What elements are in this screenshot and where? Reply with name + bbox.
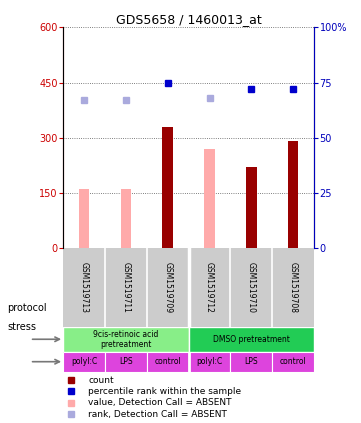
Bar xyxy=(188,352,230,371)
Bar xyxy=(272,352,314,371)
Text: LPS: LPS xyxy=(244,357,258,366)
Text: control: control xyxy=(280,357,306,366)
Text: protocol: protocol xyxy=(7,303,47,313)
Bar xyxy=(121,189,131,248)
Text: polyI:C: polyI:C xyxy=(71,357,97,366)
Bar xyxy=(63,327,188,352)
Text: GSM1519710: GSM1519710 xyxy=(247,262,256,313)
Text: percentile rank within the sample: percentile rank within the sample xyxy=(88,387,242,396)
Text: value, Detection Call = ABSENT: value, Detection Call = ABSENT xyxy=(88,398,232,407)
Text: LPS: LPS xyxy=(119,357,133,366)
Bar xyxy=(230,352,272,371)
Text: stress: stress xyxy=(7,321,36,332)
Title: GDS5658 / 1460013_at: GDS5658 / 1460013_at xyxy=(116,14,261,26)
Text: DMSO pretreatment: DMSO pretreatment xyxy=(213,335,290,344)
Text: polyI:C: polyI:C xyxy=(196,357,223,366)
Bar xyxy=(105,352,147,371)
Bar xyxy=(63,352,105,371)
Bar xyxy=(162,127,173,248)
Text: GSM1519713: GSM1519713 xyxy=(79,262,88,313)
Text: GSM1519711: GSM1519711 xyxy=(121,262,130,313)
Bar xyxy=(147,352,188,371)
Text: 9cis-retinoic acid
pretreatment: 9cis-retinoic acid pretreatment xyxy=(93,330,158,349)
Bar xyxy=(204,149,215,248)
Text: control: control xyxy=(155,357,181,366)
Text: GSM1519709: GSM1519709 xyxy=(163,262,172,313)
Bar xyxy=(288,141,299,248)
Text: rank, Detection Call = ABSENT: rank, Detection Call = ABSENT xyxy=(88,409,227,418)
Bar xyxy=(79,189,89,248)
Text: count: count xyxy=(88,376,114,385)
Bar xyxy=(246,167,257,248)
Bar xyxy=(188,327,314,352)
Text: GSM1519712: GSM1519712 xyxy=(205,262,214,313)
Text: GSM1519708: GSM1519708 xyxy=(289,262,298,313)
